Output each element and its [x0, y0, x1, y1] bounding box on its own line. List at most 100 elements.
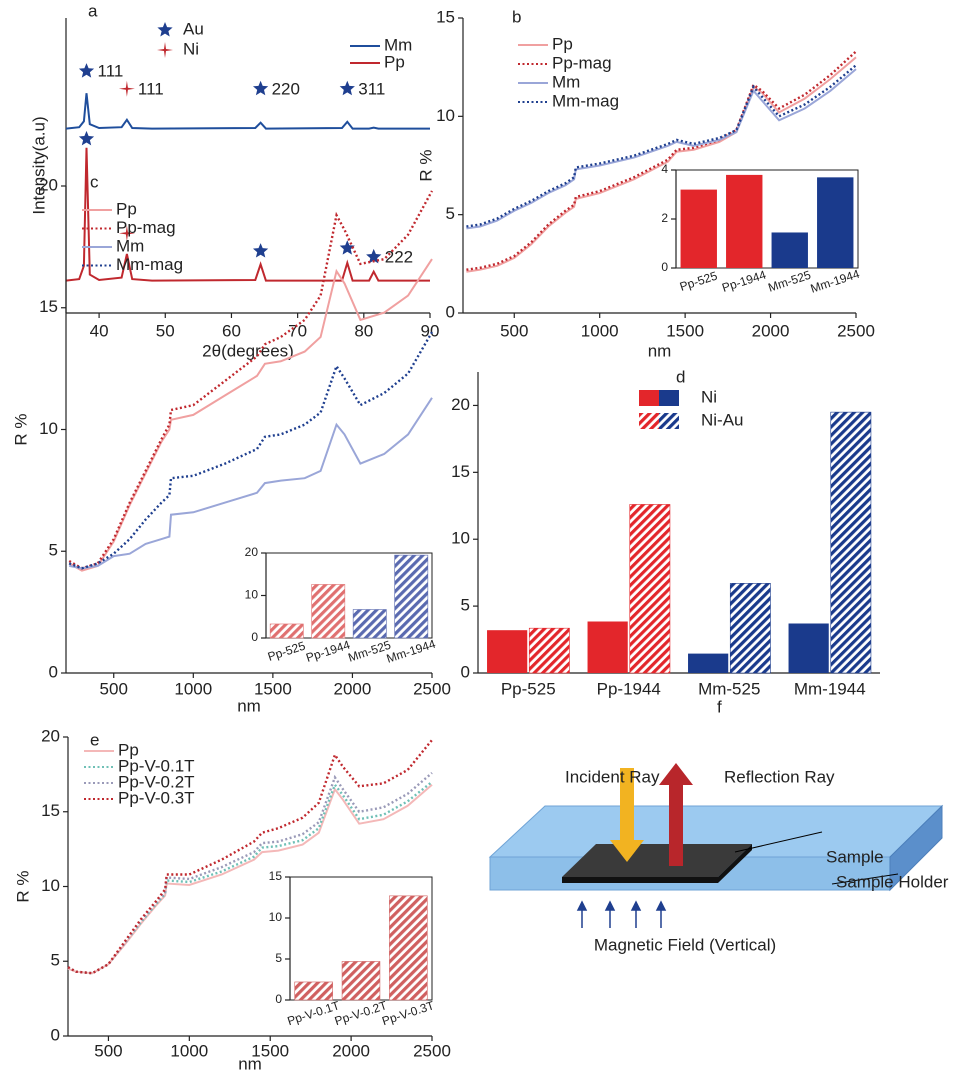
bar: [487, 630, 528, 673]
legend-swatch: [659, 413, 679, 429]
x-tick-label: Pp-1944: [597, 679, 661, 698]
peak-label: 111: [138, 79, 164, 98]
inset-category-label: Pp-1944: [304, 637, 352, 664]
y-tick-label: 0: [49, 662, 58, 681]
x-tick-label: 2000: [334, 679, 372, 698]
inset-category-label: Pp-V-0.2T: [333, 998, 389, 1028]
x-tick-label: 2500: [837, 321, 875, 340]
y-tick-label: 5: [461, 596, 470, 615]
inset-bar: [294, 981, 333, 1001]
legend-label: Pp-mag: [552, 53, 612, 72]
legend-label: Pp-V-0.2T: [118, 772, 195, 791]
inset-bar: [269, 623, 304, 639]
panel-letter: c: [90, 172, 99, 191]
y-axis-label: R %: [416, 149, 435, 181]
sample-label: Sample: [826, 847, 884, 866]
x-tick-label: 2000: [332, 1041, 370, 1060]
inset-category-label: Mm-1944: [385, 637, 438, 666]
inset-category-label: Pp-1944: [720, 267, 768, 294]
bar: [830, 411, 872, 674]
panel-letter: b: [512, 7, 521, 26]
x-tick-label: 2500: [413, 1041, 451, 1060]
legend-label: Pp-V-0.3T: [118, 788, 195, 807]
phase-marker: [157, 22, 173, 37]
bar: [587, 621, 628, 673]
y-tick-label: 5: [446, 204, 455, 223]
incident-label: Incident Ray: [565, 767, 660, 786]
bar: [629, 504, 671, 674]
x-axis-label: nm: [237, 696, 261, 715]
inset-category-label: Mm-1944: [809, 267, 862, 296]
x-tick-label: 50: [156, 321, 175, 340]
y-tick-label: 0: [446, 302, 455, 321]
peak-label: 311: [358, 79, 385, 98]
line-series: [466, 50, 857, 271]
y-tick-label: 15: [269, 869, 283, 883]
reflection-arrow: [659, 763, 693, 866]
legend-label: Mm: [384, 35, 412, 54]
y-tick-label: 20: [245, 545, 259, 559]
y-tick-label: 15: [451, 462, 470, 481]
bar: [688, 653, 729, 673]
x-tick-label: 70: [288, 321, 307, 340]
line-series: [67, 784, 433, 975]
sample-edge: [562, 877, 718, 883]
diagram-f: f Incident Ray Reflection Ray Sample Sam…: [488, 697, 949, 954]
x-tick-label: 90: [421, 321, 440, 340]
inset-category-label: Mm-525: [766, 268, 812, 295]
y-tick-label: 20: [39, 175, 58, 194]
x-axis-label: nm: [648, 341, 672, 360]
panel-letter: a: [88, 1, 98, 20]
y-axis-label: R %: [13, 870, 32, 902]
y-tick-label: 0: [661, 260, 668, 274]
legend-swatch: [659, 390, 679, 406]
y-axis-label: R %: [11, 413, 30, 445]
bar: [528, 627, 570, 674]
panel-letter: f: [717, 697, 722, 716]
legend-label: Pp: [118, 740, 139, 759]
y-tick-label: 10: [436, 106, 455, 125]
x-tick-label: 40: [90, 321, 109, 340]
inset-bar: [771, 232, 808, 268]
y-axis-label: Intensity(a.u): [29, 116, 48, 214]
y-tick-label: 10: [245, 588, 259, 602]
line-series: [466, 64, 857, 228]
x-tick-label: 1000: [174, 679, 212, 698]
legend-label: Mm-mag: [116, 255, 183, 274]
y-tick-label: 0: [275, 992, 282, 1006]
x-tick-label: Mm-525: [698, 679, 760, 698]
inset-bar: [726, 174, 763, 268]
legend-label: Mm: [552, 72, 580, 91]
phase-marker: [118, 225, 135, 242]
legend-label: Ni: [701, 387, 717, 406]
legend-swatch: [639, 390, 659, 406]
legend-label: Pp: [384, 52, 405, 71]
x-tick-label: 1000: [170, 1041, 208, 1060]
phase-legend-label: Au: [183, 19, 204, 38]
line-series: [67, 739, 433, 975]
bar: [788, 623, 829, 673]
phase-legend-label: Ni: [183, 39, 199, 58]
line-series: [65, 147, 430, 282]
y-tick-label: 5: [275, 951, 282, 965]
phase-marker: [157, 42, 173, 58]
x-tick-label: 80: [354, 321, 373, 340]
x-tick-label: 500: [500, 321, 528, 340]
inset-bar: [817, 177, 854, 268]
inset-category-label: Pp-525: [678, 268, 719, 293]
legend-label: Pp: [116, 199, 137, 218]
y-tick-label: 5: [49, 541, 58, 560]
inset-category-label: Pp-525: [266, 638, 307, 663]
y-tick-label: 20: [41, 726, 60, 745]
legend-label: Pp-mag: [116, 218, 176, 237]
inset-bar: [311, 584, 346, 639]
sample-top: [562, 844, 752, 877]
inset-bar: [352, 609, 387, 639]
y-tick-label: 10: [39, 419, 58, 438]
line-series: [68, 190, 434, 570]
x-tick-label: 500: [100, 679, 128, 698]
y-tick-label: 15: [39, 297, 58, 316]
line-series: [67, 771, 433, 975]
x-tick-label: 2000: [752, 321, 790, 340]
